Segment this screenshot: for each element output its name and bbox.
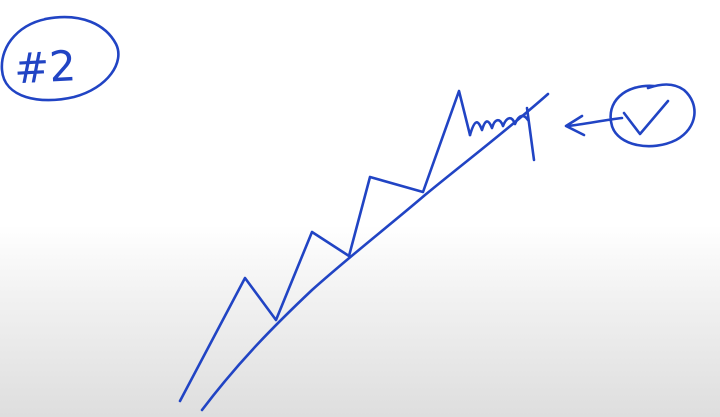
label-text: #2 xyxy=(13,41,77,93)
trendline xyxy=(200,92,550,412)
arrow-left-icon xyxy=(564,114,624,137)
price-zigzag xyxy=(178,89,472,403)
label-circle xyxy=(0,15,120,102)
checkmark-icon xyxy=(609,83,696,148)
breakdown-tick xyxy=(525,106,536,162)
consolidation-squiggle xyxy=(468,114,530,137)
step-number-label: #2 xyxy=(0,15,120,102)
